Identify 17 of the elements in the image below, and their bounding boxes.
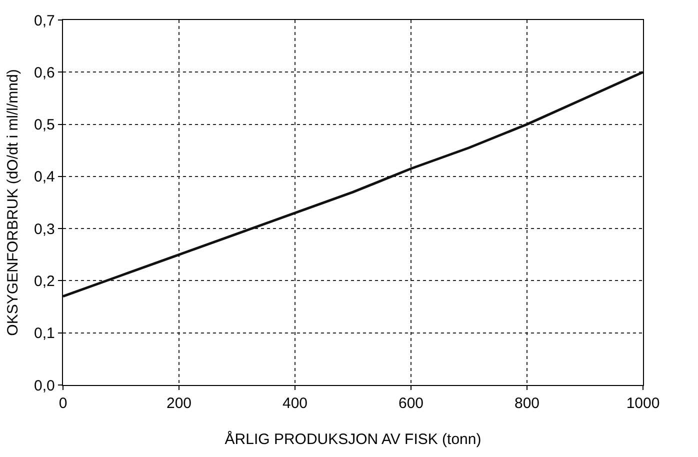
y-axis-title: OKSYGENFORBRUK (dO/dt i ml/l/mnd) <box>4 69 22 336</box>
x-tick-label: 800 <box>514 395 540 412</box>
y-tick-label: 0,2 <box>34 272 55 290</box>
x-tick-label: 200 <box>166 395 192 412</box>
x-tick-label: 0 <box>58 395 68 412</box>
x-tick-label: 1000 <box>626 395 660 412</box>
x-tick-label: 600 <box>398 395 424 412</box>
y-tick-label: 0,7 <box>34 12 55 30</box>
line-series <box>63 70 643 298</box>
y-tick-label: 0,1 <box>34 325 55 342</box>
y-tick-label: 0,4 <box>34 168 55 186</box>
x-axis-title: ÅRLIG PRODUKSJON AV FISK (tonn) <box>224 430 482 448</box>
y-tick-label: 0,5 <box>34 116 55 134</box>
y-tick-label: 0,3 <box>34 220 55 238</box>
x-tick-label: 400 <box>282 395 308 412</box>
y-tick-label: 0,6 <box>34 64 55 82</box>
y-tick-label: 0,0 <box>34 377 55 394</box>
